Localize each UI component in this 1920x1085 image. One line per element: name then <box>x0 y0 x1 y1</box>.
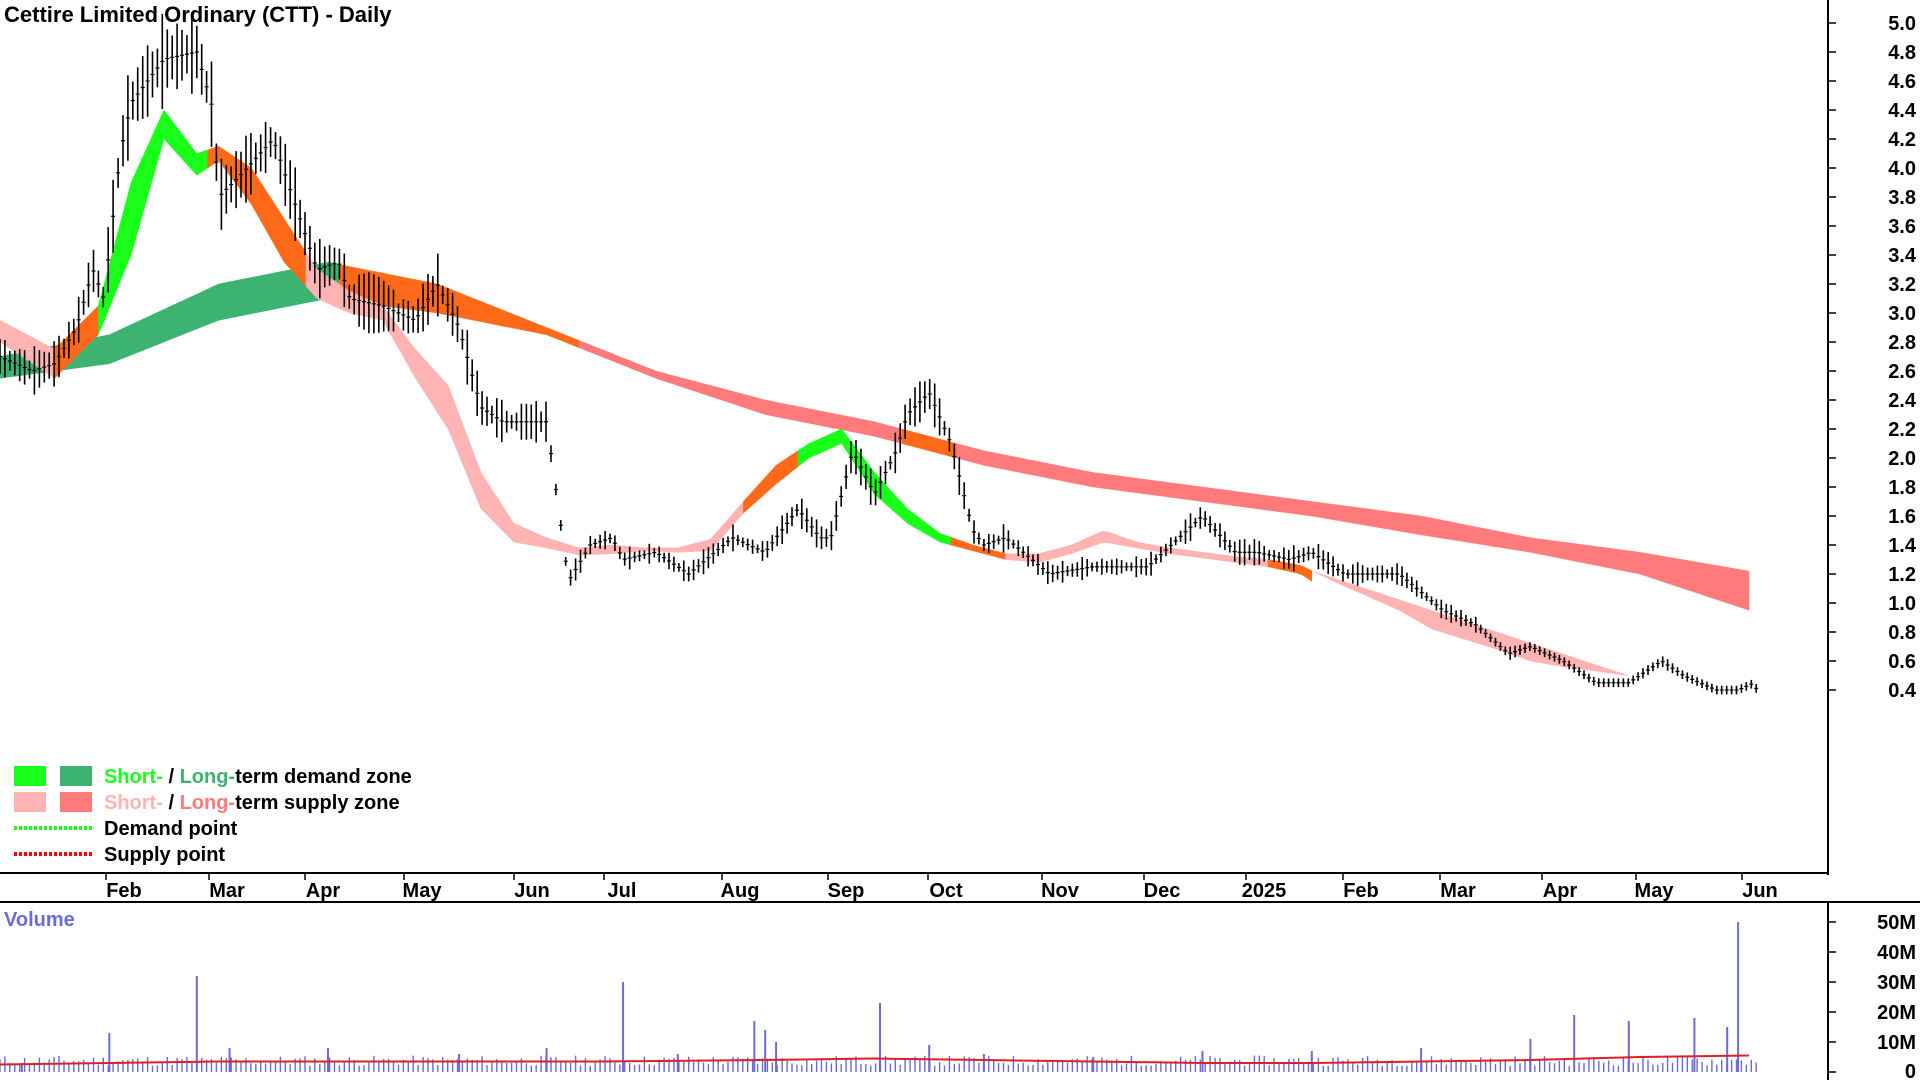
volume-tick-labels: 50M 40M 30M 20M 10M 0 <box>1828 912 1916 1083</box>
time-tick-label: May <box>403 880 443 902</box>
chart-title: Cettire Limited Ordinary (CTT) - Daily <box>4 2 392 27</box>
price-tick-label: 4.2 <box>1888 129 1916 151</box>
time-tick-label: Dec <box>1144 880 1181 902</box>
legend-swatch-long <box>60 792 92 812</box>
legend-label-part: term demand zone <box>235 766 412 788</box>
price-tick-label: 4.4 <box>1888 100 1917 122</box>
price-tick-label: 0.8 <box>1888 622 1916 644</box>
legend-label: Supply point <box>104 844 225 866</box>
price-tick-labels: 5.0 4.8 4.6 4.4 4.2 4.0 3.8 3.6 3.4 3.2 3.0 2.8 2.6 2… <box>1828 13 1917 702</box>
volume-tick-label: 30M <box>1877 972 1916 994</box>
volume-tick-label: 40M <box>1877 942 1916 964</box>
volume-average <box>0 1054 1750 1066</box>
price-tick-label: 3.6 <box>1888 216 1916 238</box>
legend-label-part: Long- <box>180 792 236 814</box>
price-tick-label: 2.8 <box>1888 332 1916 354</box>
price-tick-label: 3.8 <box>1888 187 1916 209</box>
price-tick-label: 5.0 <box>1888 13 1916 35</box>
legend-swatch-short <box>14 766 46 786</box>
time-tick-label: Mar <box>1440 880 1476 902</box>
legend-label: Demand point <box>104 818 238 840</box>
price-tick-label: 3.0 <box>1888 303 1916 325</box>
time-tick-label: Oct <box>929 880 963 902</box>
legend-label-part: Short- <box>104 792 163 814</box>
zone-segment-long-6 <box>956 443 1750 611</box>
time-tick-label: Feb <box>106 880 142 902</box>
time-tick-label: Apr <box>1543 880 1578 902</box>
price-tick-label: 1.8 <box>1888 477 1916 499</box>
time-tick-label: Sep <box>828 880 865 902</box>
price-tick-label: 1.6 <box>1888 506 1916 528</box>
price-tick-label: 4.0 <box>1888 158 1916 180</box>
time-tick-label: Jun <box>1742 880 1778 902</box>
legend-label-part: Supply point <box>104 844 225 866</box>
legend-swatch-short <box>14 792 46 812</box>
time-tick-label: Jun <box>514 880 550 902</box>
legend-label: Short- / Long-term supply zone <box>104 792 400 814</box>
legend-label-part: term supply zone <box>235 792 399 814</box>
time-tick-label: Jul <box>608 880 637 902</box>
price-tick-label: 1.4 <box>1888 535 1917 557</box>
volume-tick-label: 0 <box>1905 1061 1916 1080</box>
price-tick-label: 4.6 <box>1888 71 1916 93</box>
legend-label-part: / <box>163 792 180 814</box>
time-tick-label: May <box>1635 880 1675 902</box>
price-tick-label: 1.2 <box>1888 564 1916 586</box>
price-tick-label: 4.8 <box>1888 42 1916 64</box>
price-tick-label: 0.4 <box>1888 680 1917 702</box>
legend-label-part: Short- <box>104 766 163 788</box>
legend-swatch-long <box>60 766 92 786</box>
volume-bars <box>0 922 1757 1072</box>
price-tick-label: 3.4 <box>1888 245 1917 267</box>
price-series <box>0 12 1759 695</box>
legend-label-part: / <box>163 766 180 788</box>
time-tick-labels: Feb Mar Apr May Jun Jul Aug Sep Oct Nov Dec 2025 Feb… <box>105 873 1778 902</box>
price-tick-label: 1.0 <box>1888 593 1916 615</box>
volume-average-line <box>0 1054 1750 1066</box>
volume-tick-label: 20M <box>1877 1002 1916 1024</box>
time-tick-label: Feb <box>1343 880 1379 902</box>
price-tick-label: 3.2 <box>1888 274 1916 296</box>
time-tick-label: 2025 <box>1242 880 1287 902</box>
price-tick-label: 0.6 <box>1888 651 1916 673</box>
price-tick-label: 2.0 <box>1888 448 1916 470</box>
time-tick-label: Apr <box>306 880 341 902</box>
legend-label-part: Long- <box>180 766 236 788</box>
volume-title: Volume <box>4 909 75 931</box>
time-tick-label: Aug <box>721 880 760 902</box>
volume-tick-label: 10M <box>1877 1032 1916 1054</box>
long-term-zone <box>0 262 1750 611</box>
price-tick-label: 2.4 <box>1888 390 1917 412</box>
volume-tick-label: 50M <box>1877 912 1916 934</box>
legend-label-part: Demand point <box>104 818 238 840</box>
time-tick-label: Mar <box>209 880 245 902</box>
legend-label: Short- / Long-term demand zone <box>104 766 412 788</box>
price-tick-label: 2.2 <box>1888 419 1916 441</box>
time-tick-label: Nov <box>1041 880 1080 902</box>
price-tick-label: 2.6 <box>1888 361 1916 383</box>
